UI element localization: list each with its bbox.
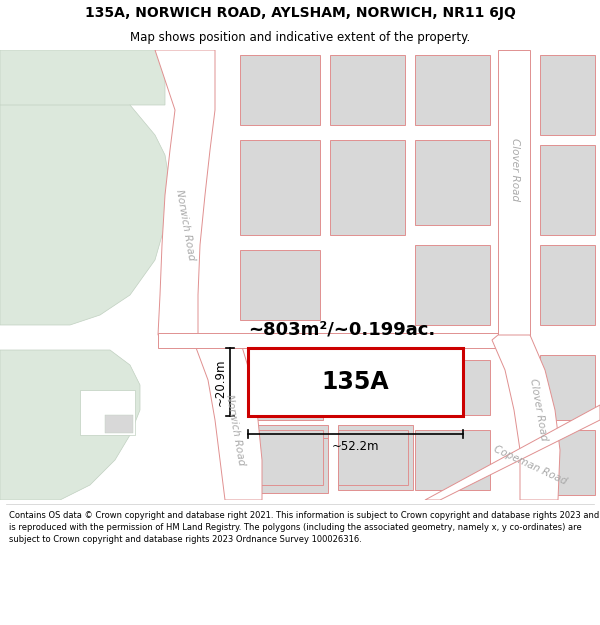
Bar	[80, 390, 135, 435]
Bar	[240, 55, 320, 125]
Bar	[240, 140, 320, 235]
Bar	[248, 438, 288, 470]
Bar	[338, 360, 408, 415]
Text: ~52.2m: ~52.2m	[332, 440, 379, 453]
Bar	[248, 348, 463, 416]
Bar	[415, 360, 490, 415]
Text: Copeman Road: Copeman Road	[492, 444, 568, 486]
Polygon shape	[425, 405, 600, 500]
Polygon shape	[0, 105, 170, 325]
Bar	[338, 438, 373, 466]
Bar	[330, 55, 405, 125]
Text: Contains OS data © Crown copyright and database right 2021. This information is : Contains OS data © Crown copyright and d…	[9, 511, 599, 544]
Bar	[248, 360, 323, 420]
Polygon shape	[492, 335, 560, 500]
Bar	[105, 415, 133, 433]
Text: Norwich Road: Norwich Road	[174, 189, 196, 261]
Bar	[415, 140, 490, 225]
Text: Clover Road: Clover Road	[510, 138, 520, 201]
Bar	[248, 438, 328, 493]
Polygon shape	[155, 50, 215, 335]
Polygon shape	[195, 340, 262, 500]
Polygon shape	[498, 50, 530, 335]
Bar	[540, 55, 595, 135]
Bar	[330, 140, 405, 235]
Text: Map shows position and indicative extent of the property.: Map shows position and indicative extent…	[130, 31, 470, 44]
Bar	[338, 430, 408, 485]
Bar	[540, 245, 595, 325]
Bar	[415, 55, 490, 125]
Text: 135A, NORWICH ROAD, AYLSHAM, NORWICH, NR11 6JQ: 135A, NORWICH ROAD, AYLSHAM, NORWICH, NR…	[85, 6, 515, 19]
Bar	[248, 430, 323, 485]
Text: ~20.9m: ~20.9m	[214, 358, 227, 406]
Polygon shape	[0, 50, 165, 125]
Bar	[338, 425, 413, 490]
Text: 135A: 135A	[322, 370, 389, 394]
Bar	[540, 430, 595, 495]
Polygon shape	[158, 333, 500, 348]
Bar	[415, 245, 490, 325]
Bar	[248, 425, 328, 490]
Text: Norwich Road: Norwich Road	[224, 394, 246, 466]
Bar	[540, 145, 595, 235]
Text: Clover Road: Clover Road	[527, 378, 548, 442]
Bar	[540, 355, 595, 420]
Polygon shape	[0, 350, 140, 500]
Text: ~803m²/~0.199ac.: ~803m²/~0.199ac.	[248, 320, 435, 338]
Bar	[415, 430, 490, 490]
Bar	[240, 250, 320, 320]
